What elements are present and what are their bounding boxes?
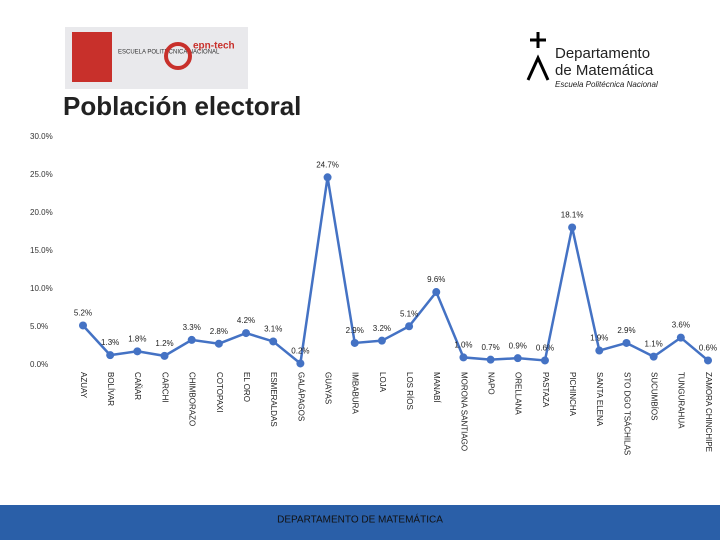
data-label: 3.1%	[264, 325, 282, 334]
data-label: 2.8%	[210, 327, 228, 336]
marker	[106, 351, 115, 360]
x-tick-label: ZAMORA CHINCHIPE	[704, 372, 713, 452]
x-tick-label: BOLÍVAR	[106, 372, 115, 406]
x-tick-label: AZUAY	[79, 372, 88, 399]
x-tick-label: LOJA	[378, 372, 387, 393]
data-label: 0.2%	[291, 347, 309, 356]
marker	[133, 347, 142, 356]
marker	[676, 333, 685, 342]
marker	[704, 356, 712, 365]
x-tick-label: GALÁPAGOS	[296, 372, 305, 421]
y-tick-label: 15.0%	[30, 246, 53, 255]
y-tick-label: 20.0%	[30, 208, 53, 217]
x-tick-label: ESMERALDAS	[269, 372, 278, 427]
marker	[513, 354, 522, 363]
data-label: 0.6%	[699, 344, 717, 353]
x-tick-label: SANTA ELENA	[595, 372, 604, 427]
marker	[187, 335, 196, 344]
data-label: 2.9%	[346, 326, 364, 335]
marker	[405, 322, 414, 331]
x-tick-label: CAÑAR	[133, 372, 142, 400]
marker	[214, 339, 223, 348]
x-tick-label: NAPO	[486, 372, 495, 395]
chart-title: Población electoral	[63, 91, 301, 121]
logo-text: ESCUELA POLITÉCNICA NACIONAL	[118, 49, 220, 56]
marker	[79, 321, 87, 330]
data-label: 18.1%	[561, 211, 584, 220]
x-tick-label: STO DGO TSÁCHILAS	[622, 372, 631, 455]
marker	[649, 352, 658, 361]
x-tick-label: PICHINCHA	[568, 372, 577, 417]
data-label: 1.2%	[155, 339, 173, 348]
right-logo-icon	[526, 32, 550, 81]
crest	[72, 32, 112, 82]
marker	[540, 356, 549, 365]
marker	[323, 173, 332, 182]
x-tick-label: COTOPAXI	[215, 372, 224, 413]
x-tick-label: CHIMBORAZO	[188, 372, 197, 426]
marker	[568, 223, 577, 232]
y-tick-label: 0.0%	[30, 360, 48, 369]
x-tick-label: PASTAZA	[541, 372, 550, 408]
y-tick-label: 10.0%	[30, 284, 53, 293]
y-tick-label: 25.0%	[30, 170, 53, 179]
marker	[350, 338, 359, 347]
data-label: 1.0%	[454, 341, 472, 350]
data-label: 1.9%	[590, 334, 608, 343]
marker	[242, 329, 251, 338]
x-tick-label: ORELLANA	[514, 372, 523, 415]
data-label: 1.8%	[128, 334, 146, 343]
data-label: 1.3%	[101, 338, 119, 347]
x-tick-label: SUCUMBÍOS	[650, 372, 659, 420]
logo-line: de Matemática	[555, 62, 654, 79]
x-tick-label: TUNGURAHUA	[677, 372, 686, 429]
x-tick-label: IMBABURA	[351, 372, 360, 414]
marker	[622, 338, 631, 347]
logo-brand: epn-tech	[193, 41, 235, 52]
footer-bar	[0, 505, 720, 540]
data-label: 3.2%	[373, 324, 391, 333]
data-label: 3.6%	[672, 321, 690, 330]
marker	[459, 353, 468, 362]
data-label: 3.3%	[183, 323, 201, 332]
footer-text: DEPARTAMENTO DE MATEMÁTICA	[277, 513, 443, 526]
marker	[595, 346, 604, 355]
x-tick-label: CARCHI	[160, 372, 169, 403]
logo-mark	[164, 42, 192, 70]
marker	[432, 288, 441, 297]
y-tick-label: 5.0%	[30, 322, 48, 331]
marker	[160, 351, 169, 360]
data-label: 5.2%	[74, 309, 92, 318]
data-label: 0.6%	[536, 344, 554, 353]
marker	[296, 359, 305, 368]
data-label: 5.1%	[400, 309, 418, 318]
data-label: 0.9%	[509, 341, 527, 350]
logo-line: Escuela Politécnica Nacional	[555, 80, 658, 89]
x-tick-label: GUAYAS	[323, 372, 332, 404]
data-label: 0.7%	[481, 343, 499, 352]
x-tick-label: EL ORO	[242, 372, 251, 402]
marker	[377, 336, 386, 345]
data-label: 2.9%	[617, 326, 635, 335]
data-label: 9.6%	[427, 275, 445, 284]
x-tick-label: LOS RÍOS	[405, 372, 414, 410]
data-label: 1.1%	[645, 340, 663, 349]
marker	[269, 337, 278, 346]
x-tick-label: MORONA SANTIAGO	[459, 372, 468, 451]
data-label: 24.7%	[316, 160, 339, 169]
line	[82, 177, 709, 366]
data-label: 4.2%	[237, 316, 255, 325]
x-tick-label: MANABÍ	[432, 372, 441, 403]
logo-line: Departamento	[555, 45, 650, 62]
y-tick-label: 30.0%	[30, 132, 53, 141]
marker	[486, 355, 495, 364]
